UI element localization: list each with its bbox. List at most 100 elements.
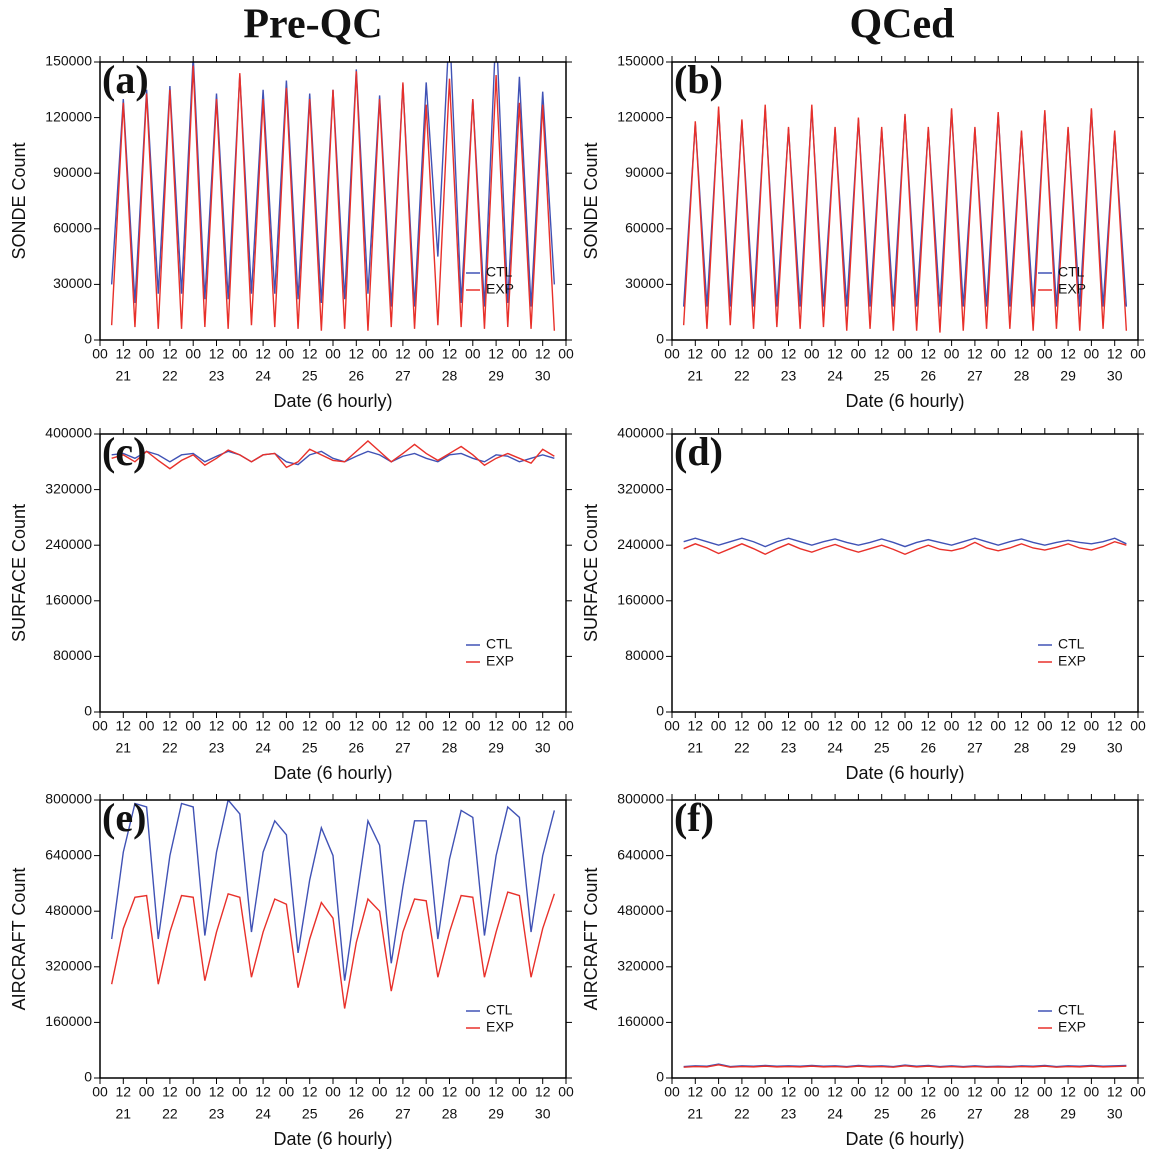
day-label: 29 <box>1060 368 1076 384</box>
day-label: 22 <box>734 368 750 384</box>
series-line <box>682 104 1128 333</box>
day-label: 27 <box>967 368 983 384</box>
x-tick-label: 12 <box>116 1084 132 1100</box>
x-tick-label: 00 <box>1037 1084 1053 1100</box>
panel-label: (d) <box>674 429 723 474</box>
y-tick-label: 80000 <box>53 647 92 663</box>
x-tick-label: 12 <box>1060 718 1076 734</box>
series-line <box>110 800 556 981</box>
x-tick-label: 00 <box>851 1084 867 1100</box>
day-label: 28 <box>1014 740 1030 756</box>
day-label: 26 <box>349 368 365 384</box>
x-tick-label: 00 <box>465 1084 481 1100</box>
x-tick-label: 00 <box>279 718 295 734</box>
x-tick-label: 00 <box>139 346 155 362</box>
x-tick-label: 00 <box>465 346 481 362</box>
y-tick-label: 240000 <box>617 536 664 552</box>
y-tick-label: 480000 <box>45 902 92 918</box>
y-tick-label: 400000 <box>617 425 664 441</box>
x-tick-label: 12 <box>967 346 983 362</box>
y-tick-label: 240000 <box>45 536 92 552</box>
x-tick-label: 00 <box>1084 346 1100 362</box>
legend-label: EXP <box>1058 1019 1086 1035</box>
x-tick-label: 00 <box>990 718 1006 734</box>
x-tick-label: 12 <box>967 718 983 734</box>
day-label: 29 <box>488 740 504 756</box>
day-label: 30 <box>535 368 551 384</box>
x-tick-label: 12 <box>827 346 843 362</box>
series-line <box>683 540 1127 556</box>
day-label: 23 <box>781 740 797 756</box>
series-line <box>683 1064 1127 1068</box>
x-tick-label: 12 <box>1107 346 1123 362</box>
y-tick-label: 320000 <box>617 958 664 974</box>
x-tick-label: 12 <box>349 346 365 362</box>
x-tick-label: 12 <box>395 346 411 362</box>
day-label: 30 <box>1107 740 1123 756</box>
x-tick-label: 12 <box>921 1084 937 1100</box>
day-label: 27 <box>395 740 411 756</box>
x-tick-label: 00 <box>804 718 820 734</box>
x-tick-label: 12 <box>688 346 704 362</box>
day-label: 28 <box>1014 1106 1030 1122</box>
plot-frame <box>99 799 567 1079</box>
legend-label: CTL <box>486 264 513 280</box>
day-label: 22 <box>162 740 178 756</box>
y-tick-label: 800000 <box>617 791 664 807</box>
legend-label: EXP <box>486 653 514 669</box>
day-label: 26 <box>921 368 937 384</box>
x-tick-label: 12 <box>116 346 132 362</box>
day-label: 28 <box>442 368 458 384</box>
day-label: 27 <box>967 1106 983 1122</box>
y-axis-label: SURFACE Count <box>9 504 29 642</box>
y-axis-label: AIRCRAFT Count <box>581 868 601 1011</box>
x-tick-label: 00 <box>512 1084 528 1100</box>
x-tick-label: 12 <box>734 718 750 734</box>
y-tick-label: 60000 <box>625 220 664 236</box>
x-tick-label: 12 <box>734 346 750 362</box>
x-tick-label: 12 <box>1014 718 1030 734</box>
x-tick-label: 12 <box>209 346 225 362</box>
y-tick-label: 90000 <box>625 164 664 180</box>
x-tick-label: 00 <box>279 346 295 362</box>
day-label: 25 <box>874 1106 890 1122</box>
x-tick-label: 12 <box>488 346 504 362</box>
x-tick-label: 00 <box>711 1084 727 1100</box>
day-label: 26 <box>349 740 365 756</box>
day-label: 26 <box>921 1106 937 1122</box>
x-tick-label: 12 <box>1014 1084 1030 1100</box>
plot-frame <box>99 433 567 713</box>
plot-frame <box>99 61 567 341</box>
day-label: 21 <box>116 1106 132 1122</box>
day-label: 26 <box>349 1106 365 1122</box>
x-tick-label: 12 <box>827 718 843 734</box>
x-tick-label: 00 <box>757 718 773 734</box>
x-tick-label: 12 <box>921 718 937 734</box>
x-tick-label: 12 <box>302 346 318 362</box>
y-tick-label: 0 <box>84 1069 92 1085</box>
day-label: 21 <box>116 740 132 756</box>
x-tick-label: 12 <box>488 718 504 734</box>
y-tick-label: 30000 <box>625 275 664 291</box>
panel-label: (f) <box>674 795 714 840</box>
panel-label: (e) <box>102 795 146 840</box>
x-tick-label: 12 <box>688 718 704 734</box>
y-tick-label: 60000 <box>53 220 92 236</box>
y-tick-label: 800000 <box>45 791 92 807</box>
x-tick-label: 12 <box>535 346 551 362</box>
y-tick-label: 0 <box>656 1069 664 1085</box>
y-tick-label: 480000 <box>617 902 664 918</box>
x-tick-label: 12 <box>874 1084 890 1100</box>
x-tick-label: 12 <box>302 1084 318 1100</box>
series-line <box>110 891 556 1009</box>
x-tick-label: 12 <box>535 718 551 734</box>
x-tick-label: 00 <box>851 718 867 734</box>
day-label: 28 <box>442 740 458 756</box>
x-tick-label: 00 <box>185 718 201 734</box>
x-tick-label: 12 <box>209 1084 225 1100</box>
x-tick-label: 00 <box>558 346 574 362</box>
day-label: 24 <box>255 368 271 384</box>
legend-label: CTL <box>1058 1002 1085 1018</box>
x-tick-label: 00 <box>897 1084 913 1100</box>
